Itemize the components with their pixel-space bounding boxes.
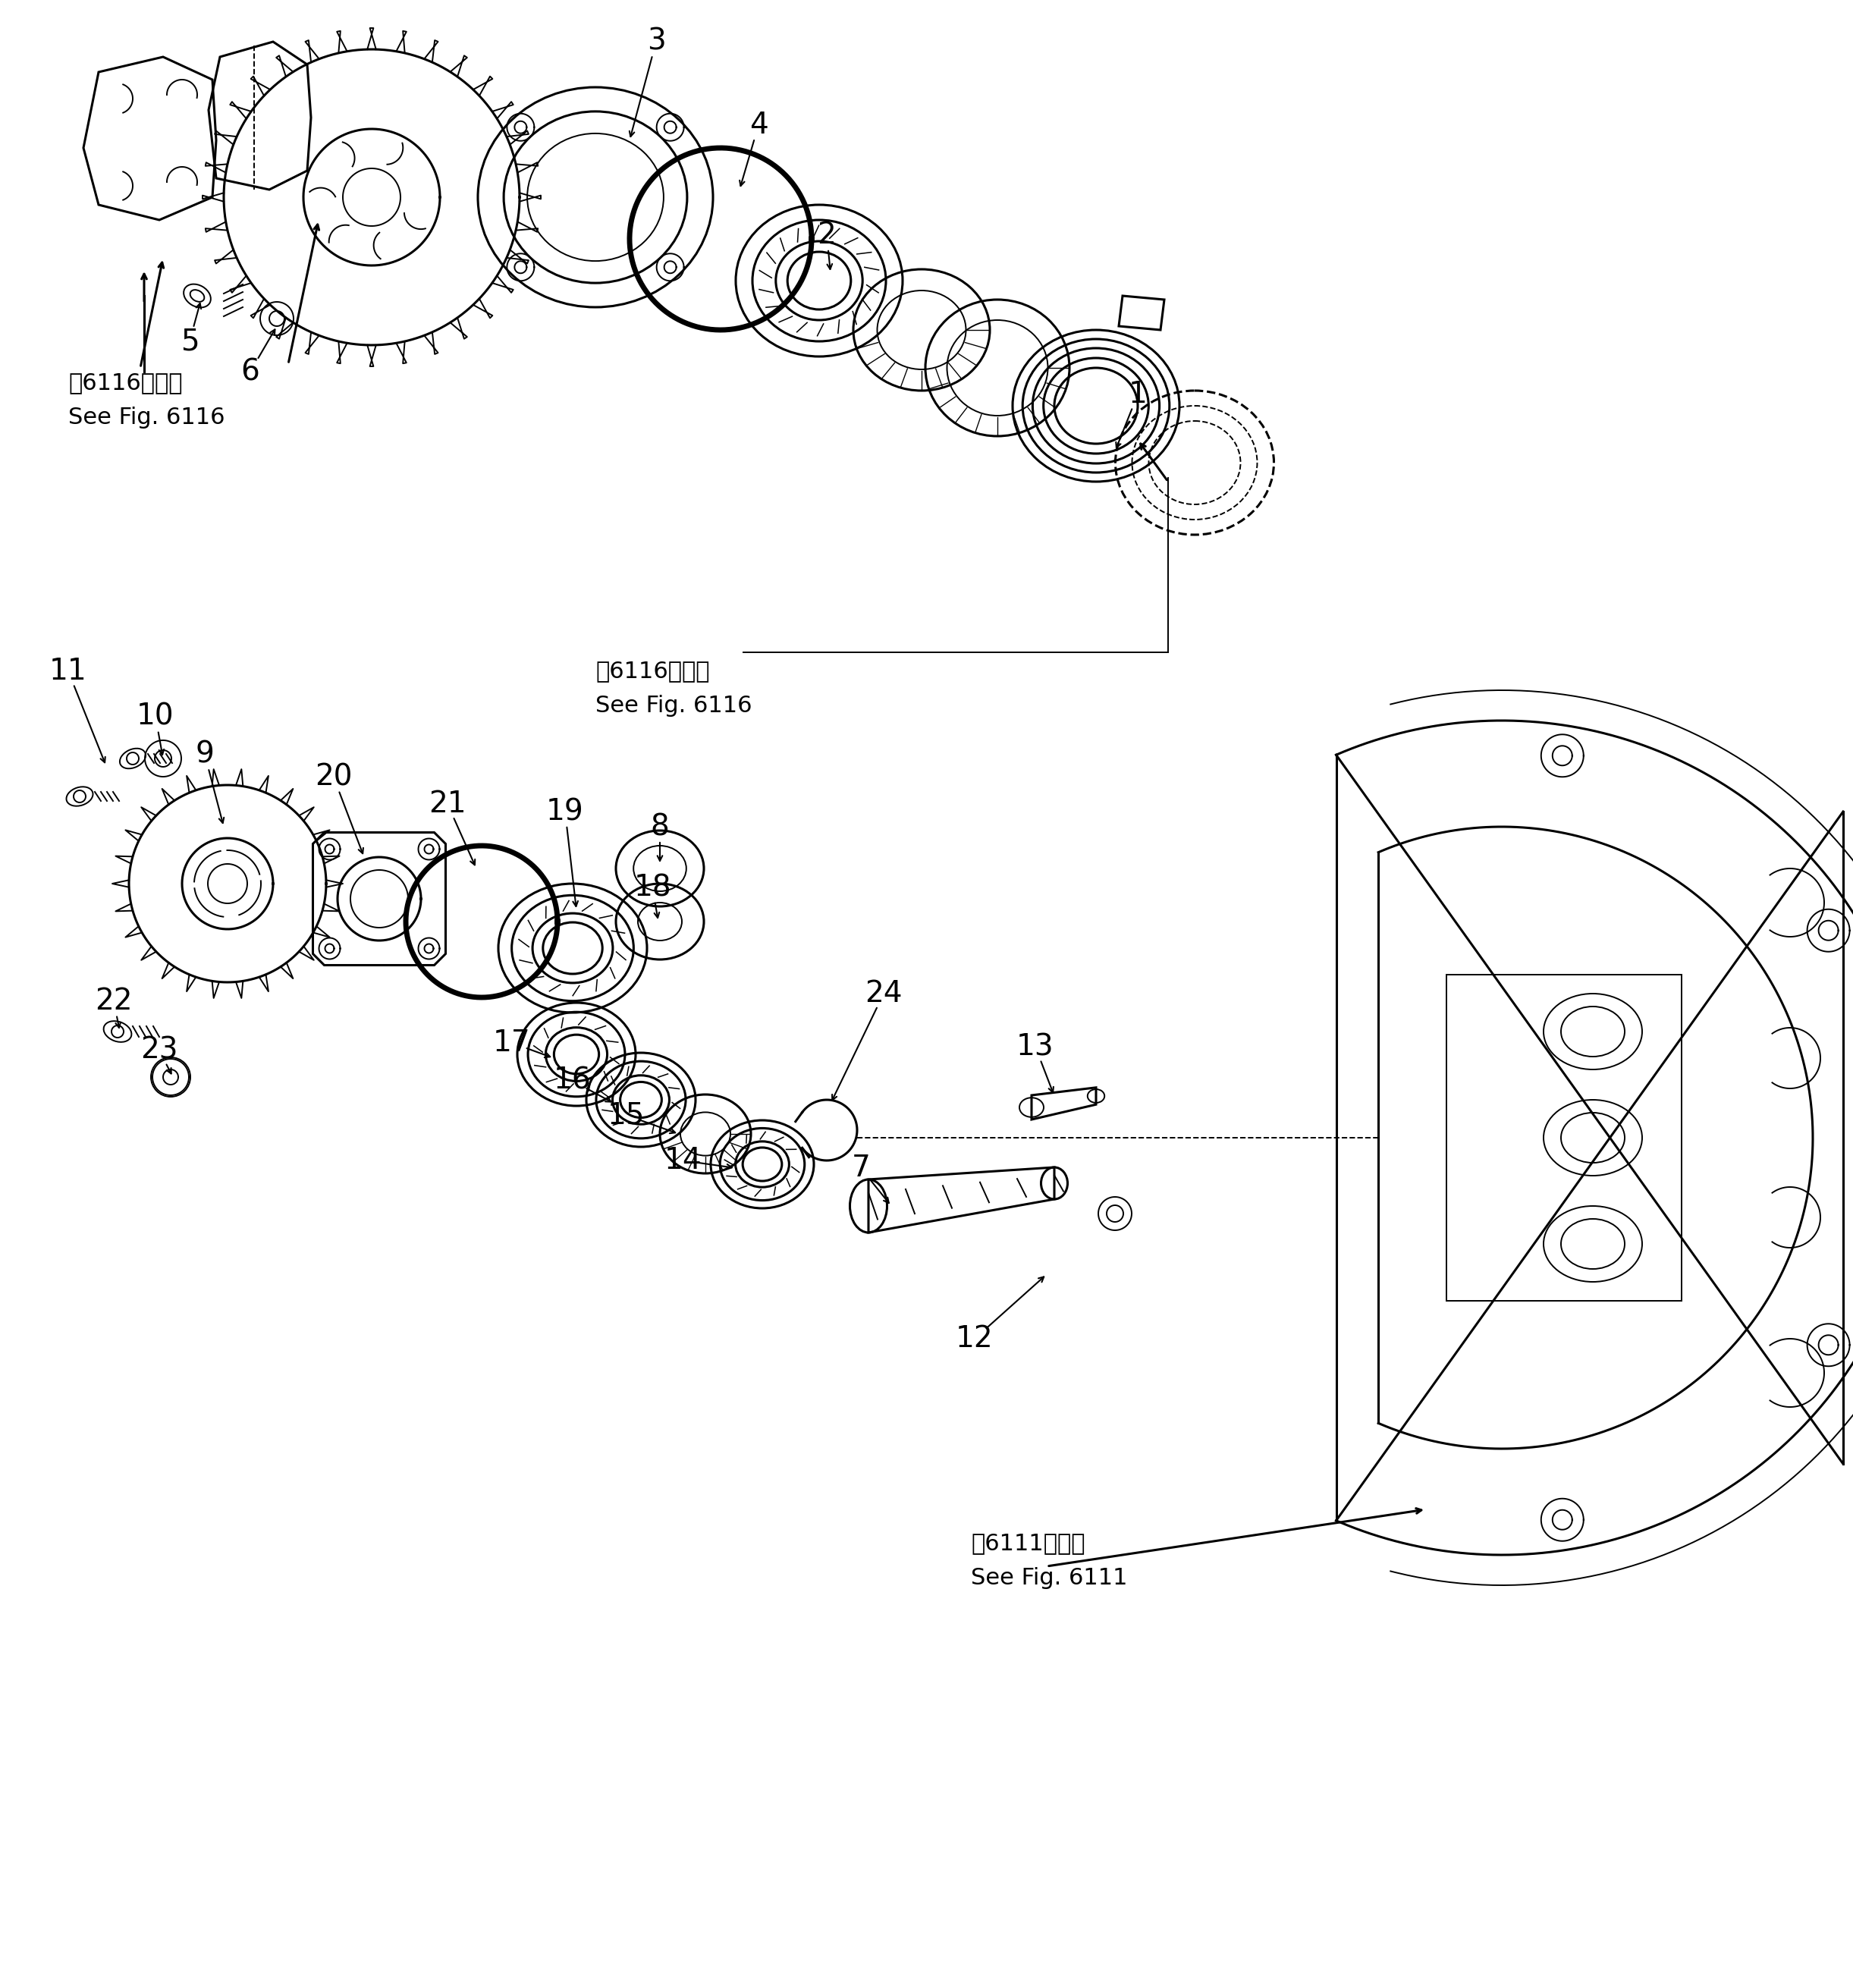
Text: 19: 19 bbox=[547, 797, 584, 825]
Text: 12: 12 bbox=[956, 1324, 993, 1354]
Text: 16: 16 bbox=[554, 1066, 591, 1095]
Text: 9: 9 bbox=[195, 740, 215, 769]
Text: 24: 24 bbox=[865, 980, 902, 1008]
Text: See Fig. 6111: See Fig. 6111 bbox=[971, 1567, 1127, 1588]
Text: 6: 6 bbox=[241, 358, 259, 386]
Text: 22: 22 bbox=[95, 986, 133, 1016]
Text: 第6116図参照: 第6116図参照 bbox=[595, 660, 710, 682]
Text: See Fig. 6116: See Fig. 6116 bbox=[69, 408, 224, 429]
Text: 17: 17 bbox=[493, 1028, 530, 1058]
Text: 10: 10 bbox=[137, 702, 174, 732]
Text: 23: 23 bbox=[141, 1036, 178, 1066]
Text: 14: 14 bbox=[663, 1145, 702, 1175]
Text: 11: 11 bbox=[50, 656, 87, 686]
Text: See Fig. 6116: See Fig. 6116 bbox=[595, 694, 752, 718]
Text: 1: 1 bbox=[1128, 380, 1147, 410]
Text: 7: 7 bbox=[852, 1153, 871, 1183]
Text: 2: 2 bbox=[817, 221, 836, 250]
Text: 21: 21 bbox=[428, 789, 467, 819]
Text: 13: 13 bbox=[1017, 1032, 1054, 1062]
Text: 第6116図参照: 第6116図参照 bbox=[69, 372, 182, 394]
Text: 第6111図参照: 第6111図参照 bbox=[971, 1533, 1086, 1555]
Text: 5: 5 bbox=[180, 326, 198, 356]
Text: 4: 4 bbox=[749, 111, 767, 139]
Text: 18: 18 bbox=[634, 873, 671, 903]
Text: 3: 3 bbox=[647, 28, 665, 56]
Text: 8: 8 bbox=[650, 813, 669, 841]
Text: 20: 20 bbox=[315, 763, 352, 791]
Text: 15: 15 bbox=[608, 1101, 645, 1129]
